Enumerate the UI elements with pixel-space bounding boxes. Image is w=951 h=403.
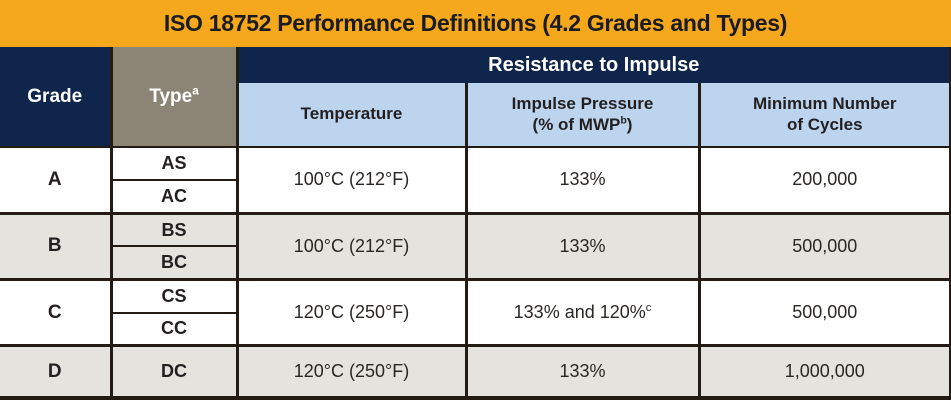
col-header-impulse-pressure: Impulse Pressure (% of MWPb)	[464, 83, 699, 147]
col-header-temperature: Temperature	[235, 83, 466, 147]
impulse-header-line2: (% of MWP	[532, 114, 621, 134]
header-group-row: Grade Typea Resistance to Impulse	[0, 47, 951, 147]
type-cell-cc: CC	[109, 311, 237, 346]
table-row-grade-c-sub: CC	[0, 311, 951, 346]
temperature-cell-c: 120°C (250°F)	[235, 277, 466, 346]
cycles-header-line2: of Cycles	[786, 114, 863, 134]
temperature-cell-b: 100°C (212°F)	[235, 211, 466, 280]
col-header-grade: Grade	[0, 47, 111, 147]
grade-cell-a: A	[0, 145, 111, 214]
type-cell-ac: AC	[109, 179, 237, 214]
table-row-grade-a: A AS 100°C (212°F) 133% 200,000	[0, 145, 951, 214]
impulse-cell-b: 133%	[464, 211, 699, 280]
impulse-cell-c: 133% and 120%c	[464, 277, 699, 346]
cycles-cell-b: 500,000	[697, 211, 951, 280]
footnote-marker-a: a	[192, 84, 199, 98]
cycles-header-line1: Minimum Number	[752, 94, 897, 114]
header-sub-row: Temperature Impulse Pressure (% of MWPb)…	[0, 83, 951, 147]
impulse-header-close-paren: )	[626, 114, 633, 134]
table-row-grade-a-sub: AC	[0, 179, 951, 214]
performance-table: Grade Typea Resistance to Impulse Temper…	[0, 47, 951, 400]
grade-cell-d: D	[0, 344, 111, 398]
table-row-grade-b-sub: BC	[0, 245, 951, 280]
impulse-cell-d: 133%	[464, 344, 699, 398]
temperature-cell-d: 120°C (250°F)	[235, 344, 466, 398]
footnote-marker-b: b	[620, 113, 627, 126]
table-row-grade-b: B BS 100°C (212°F) 133% 500,000	[0, 211, 951, 280]
col-header-type: Typea	[109, 47, 237, 147]
type-cell-bc: BC	[109, 245, 237, 280]
impulse-cell-a: 133%	[464, 145, 699, 214]
cycles-cell-c: 500,000	[697, 277, 951, 346]
col-header-minimum-cycles: Minimum Number of Cycles	[697, 83, 951, 147]
type-header-label: Type	[149, 85, 193, 107]
table-row-grade-d: D DC 120°C (250°F) 133% 1,000,000	[0, 344, 951, 398]
footnote-marker-c: c	[645, 302, 652, 315]
grade-header-label: Grade	[27, 85, 83, 107]
type-cell-dc: DC	[109, 344, 237, 398]
temperature-cell-a: 100°C (212°F)	[235, 145, 466, 214]
cycles-cell-a: 200,000	[697, 145, 951, 214]
grade-cell-b: B	[0, 211, 111, 280]
table-title: ISO 18752 Performance Definitions (4.2 G…	[0, 0, 951, 47]
impulse-header-line1: Impulse Pressure	[511, 94, 654, 114]
grade-cell-c: C	[0, 277, 111, 346]
cycles-cell-d: 1,000,000	[697, 344, 951, 398]
type-cell-bs: BS	[109, 211, 237, 247]
col-group-resistance-to-impulse: Resistance to Impulse	[235, 47, 951, 83]
table-row-grade-c: C CS 120°C (250°F) 133% and 120%c 500,00…	[0, 277, 951, 346]
type-cell-cs: CS	[109, 277, 237, 313]
impulse-value-c: 133% and 120%	[513, 302, 646, 323]
type-cell-as: AS	[109, 145, 237, 181]
